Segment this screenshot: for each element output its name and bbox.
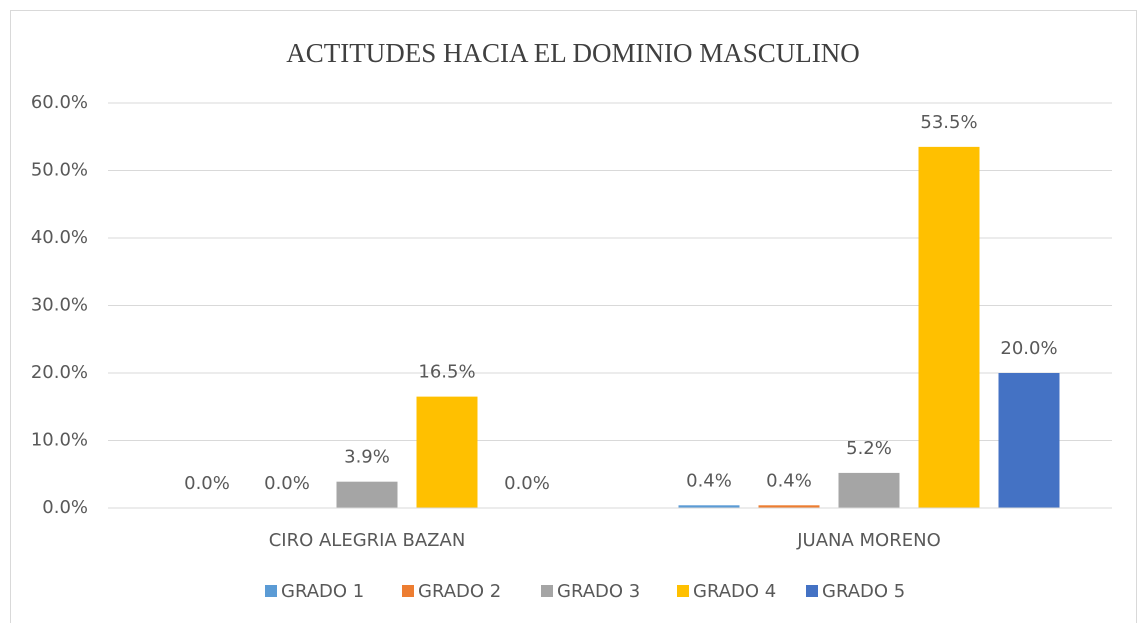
value-label: 3.9%: [344, 447, 390, 468]
y-tick-label: 20.0%: [31, 362, 88, 383]
value-label: 0.4%: [766, 470, 812, 491]
bar: [918, 146, 980, 508]
legend-label: GRADO 5: [822, 581, 905, 602]
legend-label: GRADO 1: [281, 581, 364, 602]
legend-swatch: [806, 585, 818, 597]
bar: [758, 505, 820, 508]
bar: [998, 373, 1060, 508]
x-tick-label: CIRO ALEGRIA BAZAN: [269, 530, 466, 551]
value-label: 53.5%: [920, 112, 977, 133]
value-label: 0.0%: [264, 473, 310, 494]
y-tick-label: 30.0%: [31, 295, 88, 316]
legend-label: GRADO 2: [418, 581, 501, 602]
value-label: 0.4%: [686, 470, 732, 491]
y-tick-label: 50.0%: [31, 160, 88, 181]
y-tick-label: 60.0%: [31, 92, 88, 113]
legend-label: GRADO 4: [693, 581, 776, 602]
value-label: 16.5%: [418, 362, 475, 383]
legend-swatch: [402, 585, 414, 597]
value-label: 5.2%: [846, 438, 892, 459]
legend-swatch: [541, 585, 553, 597]
value-label: 20.0%: [1000, 338, 1057, 359]
legend-label: GRADO 3: [557, 581, 640, 602]
legend-swatch: [265, 585, 277, 597]
y-tick-label: 40.0%: [31, 227, 88, 248]
x-tick-label: JUANA MORENO: [796, 530, 941, 551]
value-label: 0.0%: [184, 473, 230, 494]
value-label: 0.0%: [504, 473, 550, 494]
y-tick-label: 0.0%: [42, 497, 88, 518]
bar: [416, 396, 478, 508]
chart-title: ACTITUDES HACIA EL DOMINIO MASCULINO: [286, 38, 859, 68]
bar: [336, 481, 398, 508]
legend-swatch: [677, 585, 689, 597]
bar: [678, 505, 740, 508]
bar: [838, 472, 900, 508]
y-tick-label: 10.0%: [31, 430, 88, 451]
